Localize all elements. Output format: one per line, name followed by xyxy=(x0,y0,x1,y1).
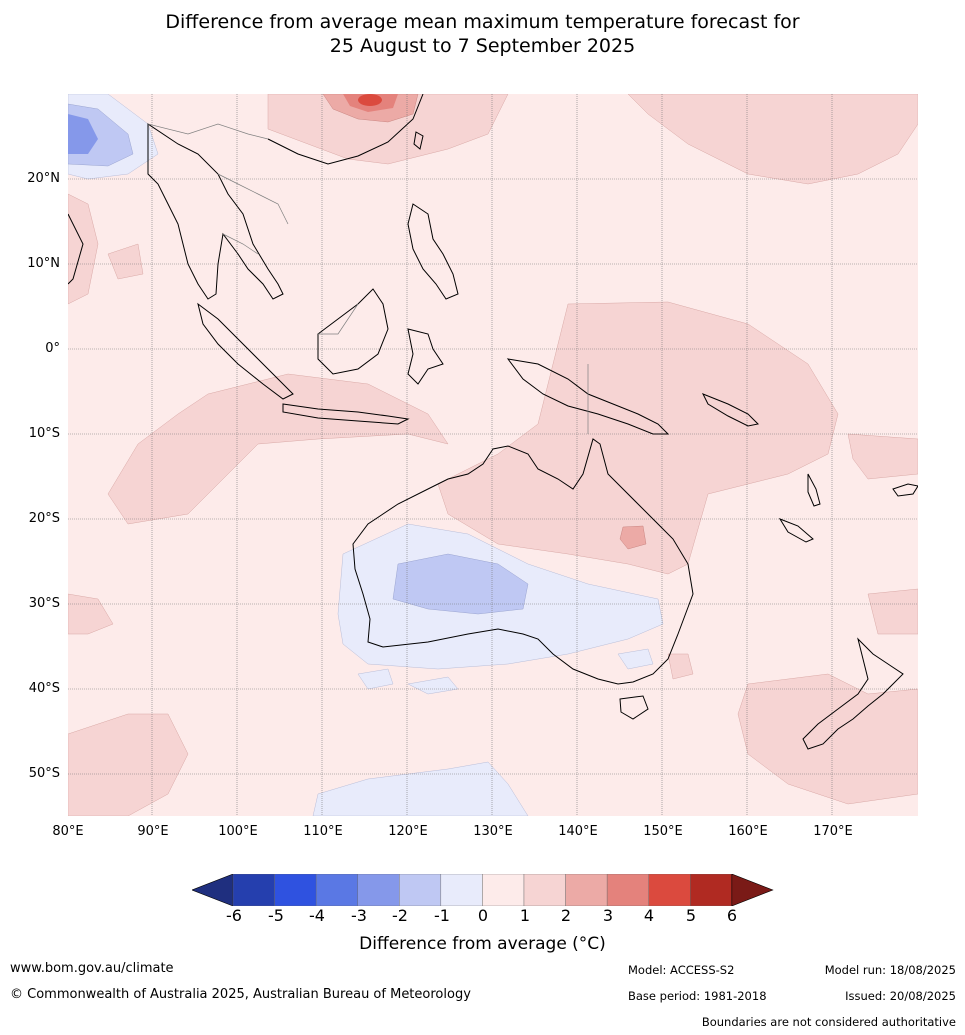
colorbar-tick: -6 xyxy=(226,906,242,925)
title-line-2: 25 August to 7 September 2025 xyxy=(329,35,636,57)
coastlines xyxy=(68,94,918,750)
lat-label: 0° xyxy=(45,341,60,356)
colorbar xyxy=(192,874,774,906)
colorbar-tick: -1 xyxy=(434,906,450,925)
colorbar-tick: 5 xyxy=(685,906,697,925)
lon-label: 150°E xyxy=(643,824,683,839)
colorbar-swatch xyxy=(315,874,358,906)
lat-label: 30°S xyxy=(28,596,60,611)
colorbar-swatch xyxy=(565,874,608,906)
colorbar-tick: 6 xyxy=(726,906,738,925)
colorbar-swatches xyxy=(192,874,774,906)
colorbar-swatch xyxy=(399,874,442,906)
website-link[interactable]: www.bom.gov.au/climate xyxy=(10,961,174,976)
colorbar-extend-low xyxy=(192,874,234,906)
graticule xyxy=(68,94,918,816)
lon-label: 110°E xyxy=(303,824,343,839)
model-name: Model: ACCESS-S2 xyxy=(628,963,735,977)
lon-label: 120°E xyxy=(388,824,428,839)
colorbar-swatch xyxy=(606,874,649,906)
colorbar-tick: 0 xyxy=(477,906,489,925)
lat-label: 20°S xyxy=(28,511,60,526)
cold-region xyxy=(68,114,98,154)
colorbar-swatch xyxy=(482,874,525,906)
lat-label: 50°S xyxy=(28,766,60,781)
base-period: Base period: 1981-2018 xyxy=(628,989,767,1003)
colorbar-swatch xyxy=(440,874,483,906)
lon-label: 130°E xyxy=(473,824,513,839)
boundary-disclaimer: Boundaries are not considered authoritat… xyxy=(701,1015,956,1029)
lat-label: 10°N xyxy=(27,256,60,271)
colorbar-swatch xyxy=(274,874,317,906)
colorbar-tick: 3 xyxy=(602,906,614,925)
colorbar-tick: -5 xyxy=(268,906,284,925)
colorbar-swatch xyxy=(690,874,733,906)
lon-label: 170°E xyxy=(813,824,853,839)
colorbar-swatch xyxy=(648,874,691,906)
colorbar-tick: 2 xyxy=(560,906,572,925)
issued-date: Issued: 20/08/2025 xyxy=(845,989,956,1003)
country-borders xyxy=(147,123,589,434)
colorbar-tick: -2 xyxy=(392,906,408,925)
map-title: Difference from average mean maximum tem… xyxy=(0,10,965,58)
very-hot-region xyxy=(358,94,382,106)
lat-label: 40°S xyxy=(28,681,60,696)
title-line-1: Difference from average mean maximum tem… xyxy=(165,11,800,33)
colorbar-extend-high xyxy=(731,874,774,906)
lon-label: 80°E xyxy=(52,824,84,839)
temperature-anomaly-map xyxy=(68,94,918,816)
colorbar-swatch xyxy=(357,874,400,906)
colorbar-swatch xyxy=(523,874,566,906)
map-svg xyxy=(68,94,918,816)
lon-label: 140°E xyxy=(558,824,598,839)
colorbar-swatch xyxy=(232,874,275,906)
colorbar-tick: 1 xyxy=(519,906,531,925)
lat-label: 20°N xyxy=(27,171,60,186)
warm-anomaly-regions xyxy=(68,94,918,816)
colorbar-label: Difference from average (°C) xyxy=(359,934,606,954)
colorbar-tick: 4 xyxy=(643,906,655,925)
copyright-text: © Commonwealth of Australia 2025, Austra… xyxy=(10,987,471,1002)
lon-label: 160°E xyxy=(728,824,768,839)
colorbar-tick: -3 xyxy=(351,906,367,925)
colorbar-tick: -4 xyxy=(309,906,325,925)
model-run-date: Model run: 18/08/2025 xyxy=(824,963,956,977)
lon-label: 100°E xyxy=(218,824,258,839)
lon-label: 90°E xyxy=(137,824,169,839)
lat-label: 10°S xyxy=(28,426,60,441)
